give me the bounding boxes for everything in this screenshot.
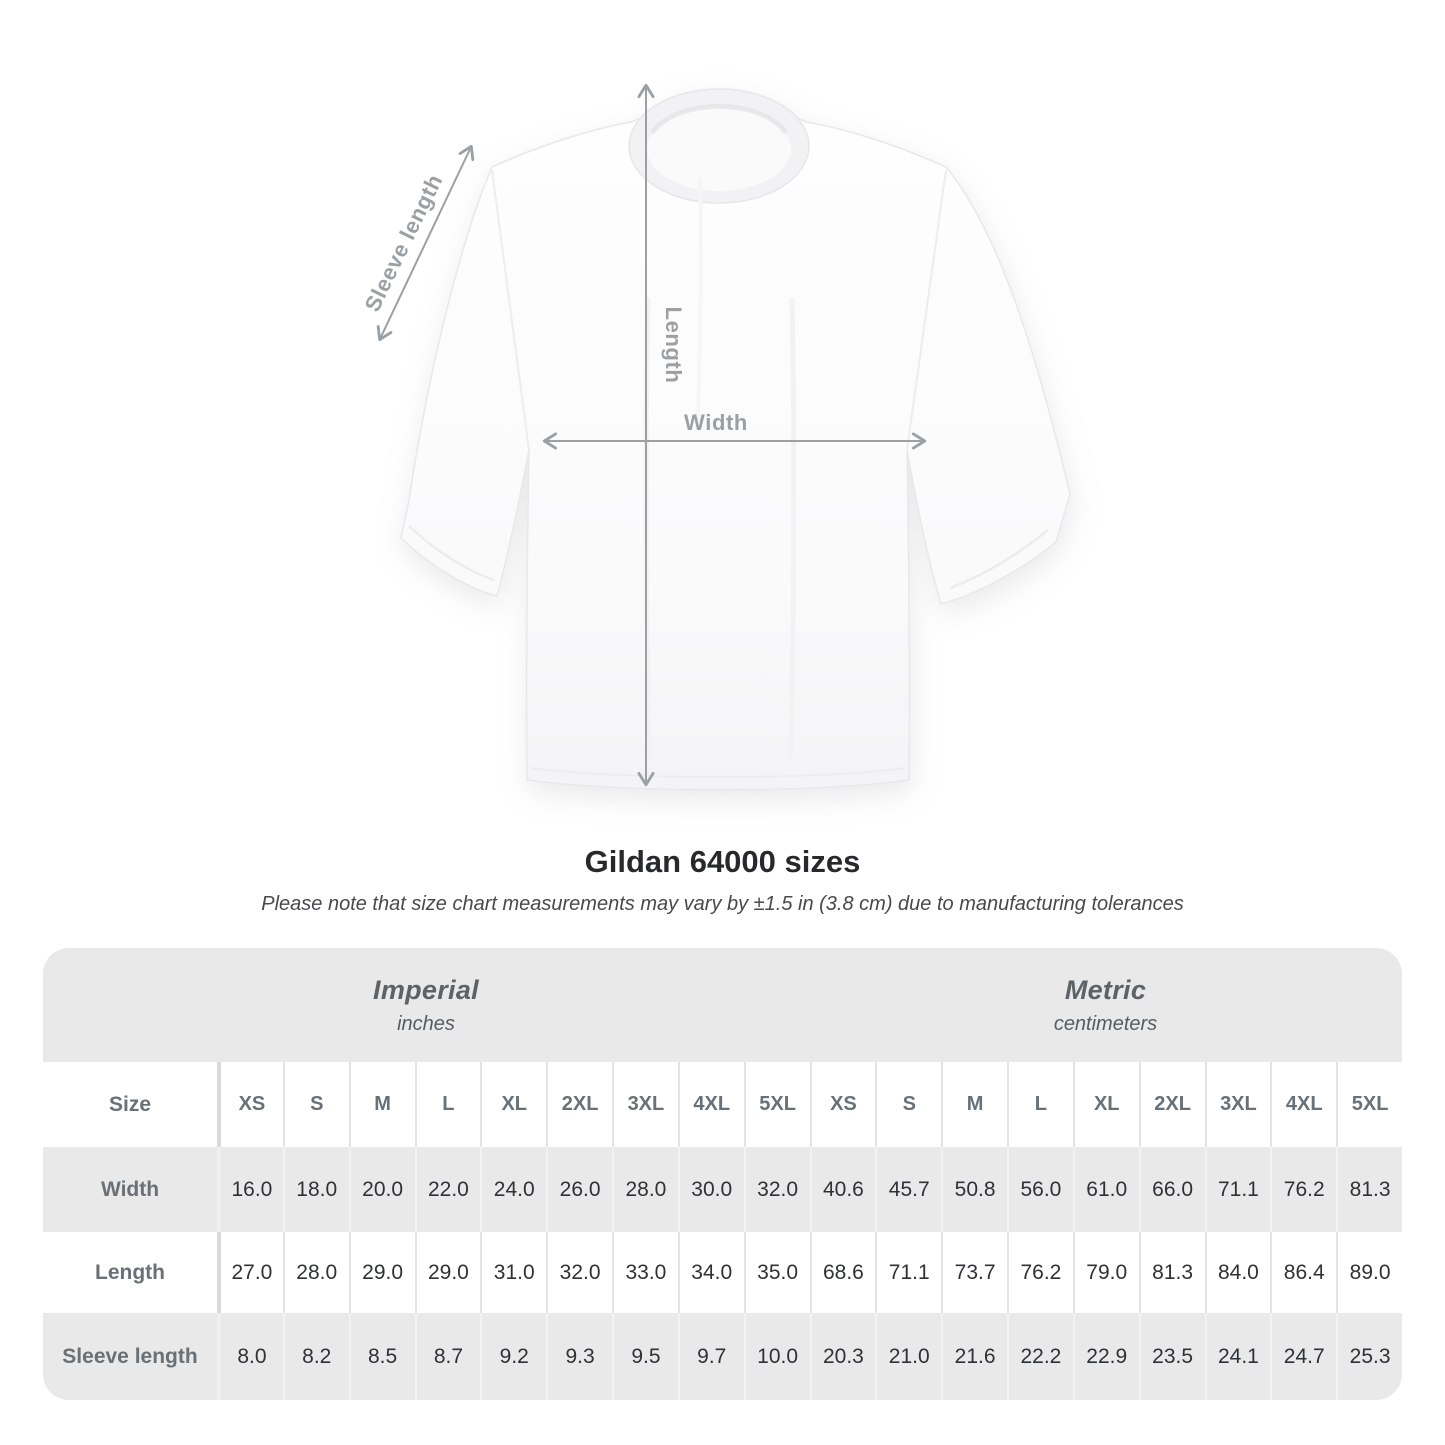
value-cell-metric: 89.0 [1336, 1232, 1402, 1313]
value-cell-metric: 73.7 [941, 1232, 1007, 1313]
value-cell-metric: 76.2 [1270, 1147, 1337, 1232]
value-cell-metric: 45.7 [875, 1147, 942, 1232]
size-header-metric-s: S [875, 1062, 942, 1147]
value-cell-metric: 23.5 [1138, 1313, 1205, 1400]
row-label: Sleeve length [43, 1313, 217, 1400]
value-cell-metric: 50.8 [941, 1147, 1007, 1232]
value-cell-metric: 56.0 [1007, 1147, 1073, 1232]
value-cell-metric: 24.1 [1204, 1313, 1271, 1400]
value-cell-imperial: 27.0 [217, 1232, 283, 1313]
size-header-metric-5xl: 5XL [1336, 1062, 1402, 1147]
imperial-section-title: Imperial [373, 974, 479, 1005]
length-label: Length [661, 306, 686, 384]
value-cell-imperial: 8.7 [414, 1313, 481, 1400]
value-cell-metric: 22.2 [1007, 1313, 1073, 1400]
value-cell-metric: 81.3 [1138, 1232, 1205, 1313]
value-cell-imperial: 16.0 [217, 1147, 283, 1232]
page-subtitle: Please note that size chart measurements… [261, 893, 1184, 915]
value-cell-imperial: 29.0 [414, 1232, 481, 1313]
value-cell-imperial: 34.0 [677, 1232, 744, 1313]
tshirt-silhouette [400, 88, 1071, 791]
value-cell-metric: 71.1 [875, 1232, 942, 1313]
size-header-metric-3xl: 3XL [1204, 1062, 1271, 1147]
size-header-imperial-m: M [348, 1062, 415, 1147]
value-cell-imperial: 9.5 [612, 1313, 678, 1400]
value-cell-imperial: 35.0 [743, 1232, 810, 1313]
value-cell-imperial: 9.3 [546, 1313, 612, 1400]
size-header-metric-2xl: 2XL [1138, 1062, 1205, 1147]
value-cell-metric: 71.1 [1204, 1147, 1271, 1232]
value-cell-imperial: 9.7 [677, 1313, 744, 1400]
size-column-header: Size [43, 1062, 217, 1147]
value-cell-imperial: 22.0 [414, 1147, 481, 1232]
value-cell-metric: 22.9 [1072, 1313, 1139, 1400]
value-cell-imperial: 9.2 [480, 1313, 547, 1400]
value-cell-imperial: 24.0 [480, 1147, 547, 1232]
value-cell-imperial: 18.0 [282, 1147, 349, 1232]
row-label: Width [43, 1147, 217, 1232]
value-cell-metric: 66.0 [1138, 1147, 1205, 1232]
value-cell-metric: 81.3 [1336, 1147, 1402, 1232]
value-cell-metric: 86.4 [1270, 1232, 1337, 1313]
value-cell-metric: 61.0 [1072, 1147, 1139, 1232]
value-cell-imperial: 32.0 [546, 1232, 612, 1313]
metric-section-title: Metric [1064, 974, 1147, 1005]
value-cell-imperial: 28.0 [612, 1147, 678, 1232]
value-cell-imperial: 10.0 [743, 1313, 810, 1400]
imperial-section-header: Imperial inches [43, 948, 809, 1062]
value-cell-imperial: 31.0 [480, 1232, 547, 1313]
value-cell-imperial: 28.0 [282, 1232, 349, 1313]
size-header-imperial-4xl: 4XL [677, 1062, 744, 1147]
value-cell-metric: 79.0 [1072, 1232, 1139, 1313]
value-cell-imperial: 29.0 [348, 1232, 415, 1313]
size-header-metric-4xl: 4XL [1270, 1062, 1337, 1147]
size-header-metric-l: L [1007, 1062, 1073, 1147]
size-header-metric-xs: XS [809, 1062, 876, 1147]
page-title: Gildan 64000 sizes [584, 844, 861, 879]
value-cell-imperial: 8.5 [348, 1313, 415, 1400]
tshirt-graphic [376, 83, 1071, 791]
value-cell-metric: 24.7 [1270, 1313, 1337, 1400]
value-cell-imperial: 30.0 [677, 1147, 744, 1232]
value-cell-metric: 25.3 [1336, 1313, 1402, 1400]
value-cell-metric: 20.3 [809, 1313, 876, 1400]
value-cell-imperial: 8.0 [217, 1313, 283, 1400]
size-header-imperial-l: L [414, 1062, 481, 1147]
value-cell-imperial: 33.0 [612, 1232, 678, 1313]
size-chart-table: Imperial inches Metric centimeters Size X… [43, 948, 1402, 1400]
size-header-metric-m: M [941, 1062, 1007, 1147]
value-cell-metric: 40.6 [809, 1147, 876, 1232]
size-header-imperial-xs: XS [217, 1062, 283, 1147]
width-label: Width [684, 410, 748, 435]
size-grid: Size XS S M L XL 2XL 3XL 4XL 5XL XS S M L XL 2XL 3XL 4XL 5… [43, 1062, 1402, 1400]
row-label: Length [43, 1232, 217, 1313]
size-header-imperial-2xl: 2XL [546, 1062, 612, 1147]
metric-section-header: Metric centimeters [809, 948, 1402, 1062]
value-cell-metric: 68.6 [809, 1232, 876, 1313]
value-cell-metric: 21.0 [875, 1313, 942, 1400]
unit-band: Imperial inches Metric centimeters [43, 948, 1402, 1062]
value-cell-metric: 84.0 [1204, 1232, 1271, 1313]
size-header-imperial-xl: XL [480, 1062, 547, 1147]
size-header-imperial-5xl: 5XL [743, 1062, 810, 1147]
metric-section-unit: centimeters [1053, 1012, 1158, 1035]
size-header-imperial-3xl: 3XL [612, 1062, 678, 1147]
collar-opening [647, 107, 791, 191]
size-header-metric-xl: XL [1072, 1062, 1139, 1147]
value-cell-imperial: 8.2 [282, 1313, 349, 1400]
value-cell-metric: 76.2 [1007, 1232, 1073, 1313]
tshirt-measurement-figure: Sleeve length Length Width [360, 83, 1071, 791]
imperial-section-unit: inches [397, 1012, 455, 1035]
value-cell-imperial: 32.0 [743, 1147, 810, 1232]
value-cell-imperial: 26.0 [546, 1147, 612, 1232]
size-header-imperial-s: S [282, 1062, 349, 1147]
sleeve-length-arrow [376, 144, 475, 342]
value-cell-metric: 21.6 [941, 1313, 1007, 1400]
value-cell-imperial: 20.0 [348, 1147, 415, 1232]
